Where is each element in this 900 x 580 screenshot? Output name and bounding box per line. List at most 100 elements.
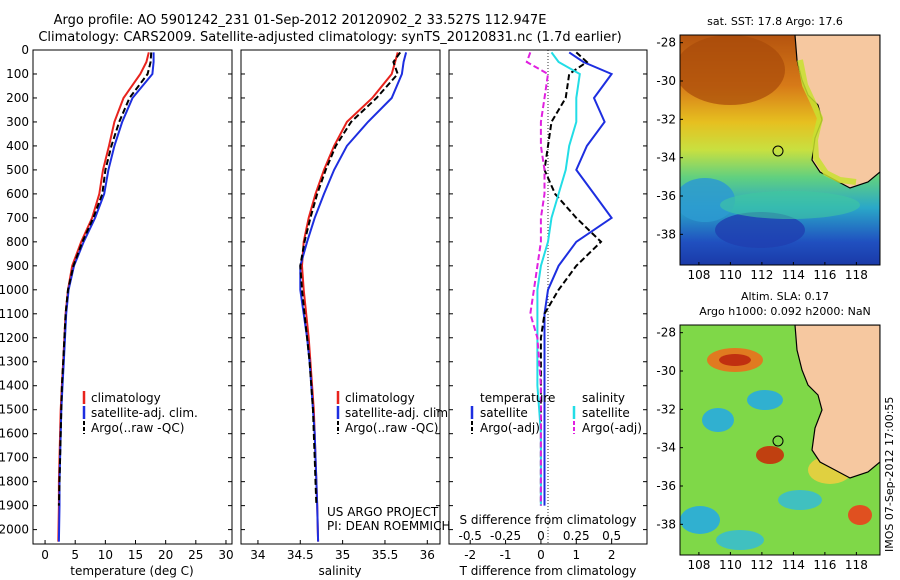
sla-map-title-line-1: Altim. SLA: 0.17	[741, 290, 829, 303]
temperature-xlabel: temperature (deg C)	[70, 564, 193, 578]
difference-panel: -2 -1 0 1 2 -0.5 -0.25 0 0.25 0.5 S difference fr…	[448, 49, 648, 578]
legend-label-climatology: climatology	[91, 391, 161, 405]
legend-label-argo: Argo(..raw -QC)	[345, 421, 438, 435]
x-tick-label: -2	[464, 548, 476, 562]
x-tick-label: 2	[608, 548, 616, 562]
y-tick-label: 1700	[0, 451, 29, 465]
land-australia	[794, 325, 880, 479]
sst-cool-eddy	[680, 178, 735, 222]
x-tick-label: 34.5	[287, 548, 314, 562]
legend-label-satellite: satellite-adj. clim.	[345, 406, 452, 420]
map-x-tick-label: 108	[687, 268, 710, 282]
map-y-tick-label: -28	[656, 326, 676, 340]
y-tick-label: 0	[21, 43, 29, 57]
legend-label-climatology: climatology	[345, 391, 415, 405]
y-tick-label: 600	[6, 187, 29, 201]
s-tick-label: 0	[537, 529, 545, 543]
map-x-tick-label: 118	[845, 558, 868, 572]
s-tick-label: 0.5	[602, 529, 621, 543]
y-tick-label: 100	[6, 67, 29, 81]
map-x-tick-label: 114	[782, 268, 805, 282]
legend-label-s-argo: Argo(-adj)	[582, 421, 642, 435]
map-y-tick-label: -28	[656, 36, 676, 50]
map-x-tick-label: 112	[750, 268, 773, 282]
y-tick-label: 700	[6, 211, 29, 225]
y-tick-label: 800	[6, 235, 29, 249]
sst-green-band	[720, 191, 860, 219]
sst-map-panel: sat. SST: 17.8 Argo: 17.6 108 110 112 114 11…	[656, 15, 881, 282]
map-x-tick-label: 116	[813, 558, 836, 572]
y-tick-label: 1600	[0, 427, 29, 441]
s-tick-label: -0.25	[490, 529, 521, 543]
temperature-panel: 0 5 10 15 20 25 300100200300400500600700800900…	[0, 43, 234, 578]
salinity-axes	[240, 49, 441, 545]
argo-location-marker	[772, 435, 784, 447]
x-tick-label: -1	[500, 548, 512, 562]
y-tick-label: 300	[6, 115, 29, 129]
series-line	[525, 52, 550, 506]
x-tick-label: 30	[218, 548, 233, 562]
project-note-line-1: US ARGO PROJECT	[327, 505, 439, 519]
argo-location-marker	[772, 145, 784, 157]
x-tick-label: 5	[71, 548, 79, 562]
sst-map-title: sat. SST: 17.8 Argo: 17.6	[707, 15, 843, 28]
y-tick-label: 1900	[0, 499, 29, 513]
y-tick-label: 1100	[0, 307, 29, 321]
x-tick-label: 36	[420, 548, 435, 562]
sla-low	[747, 390, 783, 410]
series-line	[57, 52, 153, 506]
sla-high	[756, 446, 784, 464]
map-x-tick-label: 114	[782, 558, 805, 572]
sla-low	[716, 530, 764, 550]
x-tick-label: 35	[335, 548, 350, 562]
s-tick-label: -0.5	[459, 529, 482, 543]
map-y-tick-label: -36	[656, 479, 676, 493]
sla-low	[702, 408, 734, 432]
y-tick-label: 1200	[0, 331, 29, 345]
sla-low	[680, 506, 720, 534]
sla-high	[719, 354, 751, 366]
legend-label-s-satellite: satellite	[582, 406, 630, 420]
legend-label-t-satellite: satellite	[480, 406, 528, 420]
imos-side-label: IMOS 07-Sep-2012 17:00:55	[883, 397, 896, 552]
x-tick-label: 0	[41, 548, 49, 562]
salinity-xlabel: salinity	[318, 564, 361, 578]
map-y-tick-label: -36	[656, 189, 676, 203]
series-line	[299, 51, 402, 506]
map-x-tick-label: 110	[719, 558, 742, 572]
sla-map-panel: Altim. SLA: 0.17 Argo h1000: 0.092 h2000…	[656, 290, 881, 572]
x-tick-label: 34	[250, 548, 265, 562]
map-x-tick-label: 116	[813, 268, 836, 282]
map-y-tick-label: -34	[656, 151, 676, 165]
legend-group-temperature: temperature	[480, 391, 555, 405]
sla-high	[848, 505, 872, 525]
sla-low	[778, 490, 822, 510]
temperature-axes	[32, 49, 233, 545]
legend-group-salinity: salinity	[582, 391, 625, 405]
legend-label-satellite: satellite-adj. clim.	[91, 406, 198, 420]
difference-xlabel-top: S difference from climatology	[460, 513, 637, 527]
project-note-line-2: PI: DEAN ROEMMICH	[327, 519, 450, 533]
map-y-tick-label: -38	[656, 517, 676, 531]
sla-map-frame	[679, 324, 881, 556]
salinity-panel: 34 34.5 35 35.5 36 salinity climatology sate…	[240, 49, 452, 578]
sst-warm-blob	[680, 35, 785, 105]
y-tick-label: 1300	[0, 355, 29, 369]
legend-label-argo: Argo(..raw -QC)	[91, 421, 184, 435]
y-tick-label: 1500	[0, 403, 29, 417]
legend-label-t-argo: Argo(-adj)	[480, 421, 540, 435]
map-y-tick-label: -38	[656, 227, 676, 241]
y-tick-label: 200	[6, 91, 29, 105]
y-tick-label: 400	[6, 139, 29, 153]
map-y-tick-label: -30	[656, 74, 676, 88]
y-tick-label: 900	[6, 259, 29, 273]
map-x-tick-label: 110	[719, 268, 742, 282]
difference-xlabel: T difference from climatology	[459, 564, 637, 578]
map-x-tick-label: 118	[845, 268, 868, 282]
x-tick-label: 25	[188, 548, 203, 562]
y-tick-label: 1400	[0, 379, 29, 393]
sst-map-frame	[679, 34, 881, 266]
map-y-tick-label: -32	[656, 402, 676, 416]
title-line-2: Climatology: CARS2009. Satellite-adjuste…	[38, 30, 621, 45]
x-tick-label: 15	[128, 548, 143, 562]
